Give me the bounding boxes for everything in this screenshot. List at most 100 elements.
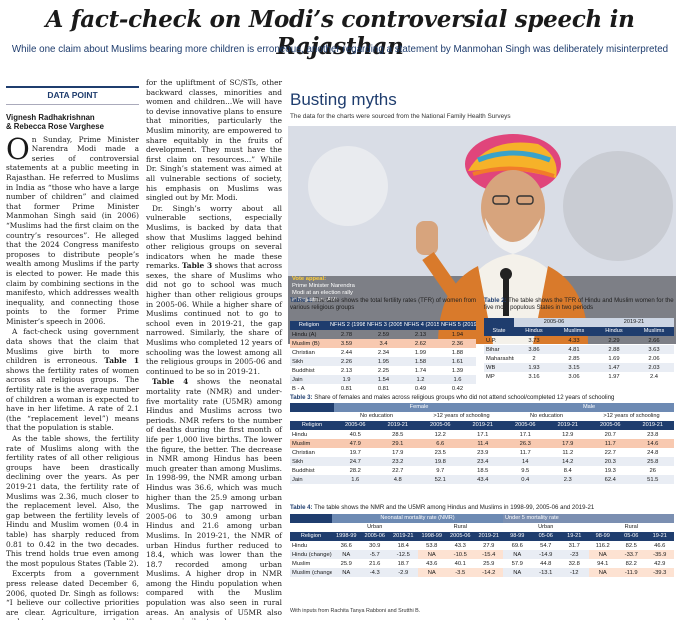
table-cell: 2.03: [634, 363, 674, 372]
table-cell: 17.9: [392, 449, 404, 456]
table3-header: 2019-21: [546, 421, 589, 430]
table4-header: 2005-06: [360, 532, 389, 541]
table-cell: 0.81: [377, 385, 390, 392]
table-row: Muslim (B) 3.59 3.4 2.62 2.36: [290, 339, 476, 348]
table3-num: Table 3:: [290, 394, 313, 401]
table-cell: 82.5: [625, 542, 637, 549]
row-label: Muslim: [290, 439, 334, 448]
row-label: Buddhist: [292, 367, 315, 374]
table3-header: 2019-21: [631, 421, 674, 430]
row-label: MP: [486, 373, 495, 380]
paragraph-text: shows the fertility rates of women acros…: [6, 365, 139, 433]
table-cell: 30.9: [369, 542, 381, 549]
table-cell: NA: [332, 568, 361, 577]
table-cell: 17.1: [519, 431, 531, 438]
table-cell: 2.29: [608, 337, 620, 344]
table2-desc: The table shows the TFR of Hindu and Mus…: [484, 297, 674, 312]
table2-header: Muslims: [634, 327, 674, 336]
infographic-panel: Busting myths The data for the charts we…: [288, 86, 676, 616]
table-cell: 26.3: [504, 439, 547, 448]
table3-blank: [290, 403, 334, 412]
table-cell: 24.7: [334, 457, 377, 466]
table4-nmr: Neonatal mortality rate (NMR): [332, 514, 503, 523]
table3-blank-2: [290, 412, 334, 421]
table3-female-noedu: No education: [334, 412, 419, 421]
paragraph: As the table shows, the fertility rate o…: [6, 434, 139, 568]
table2-header: Hindus: [514, 327, 554, 336]
table-row: U.P. 3.73 4.33 2.29 2.66: [484, 336, 674, 345]
table-cell: 14.2: [546, 457, 589, 466]
table-row: Sikh 24.7 23.2 19.8 23.4 14 14.2 20.3 25.8: [290, 457, 674, 466]
paragraph: Excerpts from a government press release…: [6, 569, 139, 620]
table-cell: 52.1: [419, 475, 462, 484]
infographic-subtitle: The data for the charts were sourced fro…: [290, 113, 511, 120]
table4-title: Table 4: The table shows the NMR and the…: [290, 504, 676, 511]
row-label: Hindu: [292, 542, 308, 549]
table-cell: 2.36: [439, 339, 476, 348]
table4-header: 2019-21: [389, 532, 418, 541]
table4-nmr-rural: Rural: [417, 523, 503, 532]
table-row: Muslim 47.9 29.1 6.6 11.4 26.3 17.9 11.7 14.6: [290, 439, 674, 448]
table-cell: 25.8: [631, 457, 674, 466]
table-cell: 8.4: [563, 467, 572, 474]
table-row: Hindu 40.5 28.5 12.2 17.1 17.1 12.9 20.7 23.8: [290, 430, 674, 439]
table-cell: -13.1: [531, 568, 560, 577]
table-row: Hindu (A) 2.78 2.59 2.13 1.94: [290, 330, 476, 339]
row-label: Buddhist: [292, 467, 315, 474]
table-cell: 1.9: [328, 375, 365, 384]
row-label: U.P.: [486, 337, 497, 344]
table-cell: 3.16: [528, 373, 540, 380]
rally-photo-illustration: [288, 126, 676, 344]
row-label: Christian: [292, 349, 315, 356]
table-cell: 2.13: [340, 367, 353, 374]
table-cell: -33.7: [617, 550, 646, 559]
table3-header: 2019-21: [376, 421, 419, 430]
author-2: & Rebecca Rose Varghese: [6, 122, 104, 132]
table4-u5mr: Under 5 mortality rate: [503, 514, 674, 523]
table3-header: 2005-06: [419, 421, 462, 430]
table-cell: 0.42: [451, 385, 464, 392]
table4-u5-rural: Rural: [588, 523, 674, 532]
table-cell: -10.5: [446, 550, 475, 559]
table-cell: 4.81: [554, 345, 594, 354]
table-cell: 11.2: [562, 449, 574, 456]
table-cell: 3.63: [634, 345, 674, 354]
table-ref: Table 4: [152, 377, 189, 387]
table4-blank-2: [290, 523, 332, 532]
paragraph: A fact-check using government data shows…: [6, 327, 139, 433]
table4-header: 2019-21: [474, 532, 503, 541]
table-cell: 28.5: [392, 431, 404, 438]
table-cell: 23.4: [461, 457, 504, 466]
table-cell: 0.49: [414, 385, 427, 392]
table-row: Bihar 3.86 4.81 2.88 3.63: [484, 345, 674, 354]
table2-period-2: 2019-21: [594, 318, 674, 327]
table-cell: 3.59: [328, 339, 365, 348]
table-cell: 1.69: [608, 355, 620, 362]
table-cell: 25.9: [340, 560, 352, 567]
table-cell: 82.2: [625, 560, 637, 567]
table-cell: 1.99: [414, 349, 427, 356]
table-cell: 11.4: [461, 439, 504, 448]
table1-header: NFHS 4 (2015-16): [402, 321, 439, 330]
caption-body: Prime Minister Narendra Modi at an elect…: [292, 283, 355, 303]
table-cell: 43.4: [461, 475, 504, 484]
table2-blank: [484, 318, 514, 327]
table-cell: 2.85: [568, 355, 580, 362]
table-cell: 17.1: [477, 431, 489, 438]
table-cell: 1.6: [439, 375, 476, 384]
table4-blank: [290, 514, 332, 523]
table1-title: Table 1: The table shows the total ferti…: [290, 297, 478, 311]
table-cell: NA: [588, 568, 617, 577]
table-cell: 6.6: [419, 439, 462, 448]
table4-desc: The table shows the NMR and the U5MR amo…: [312, 504, 595, 511]
paragraph-text: n Sunday, Prime Minister Narendra Modi m…: [6, 134, 139, 326]
rally-photo: Vote appeal: Prime Minister Narendra Mod…: [288, 126, 676, 344]
table-cell: 17.9: [546, 439, 589, 448]
table-cell: 1.6: [334, 475, 377, 484]
table-cell: 3.86: [514, 345, 554, 354]
table4-header: 1998-99: [417, 532, 446, 541]
table-cell: NA: [332, 550, 361, 559]
table2: 2005-06 2019-21 State Hindus Muslims Hindus…: [484, 318, 674, 381]
table-cell: 1.97: [608, 373, 620, 380]
